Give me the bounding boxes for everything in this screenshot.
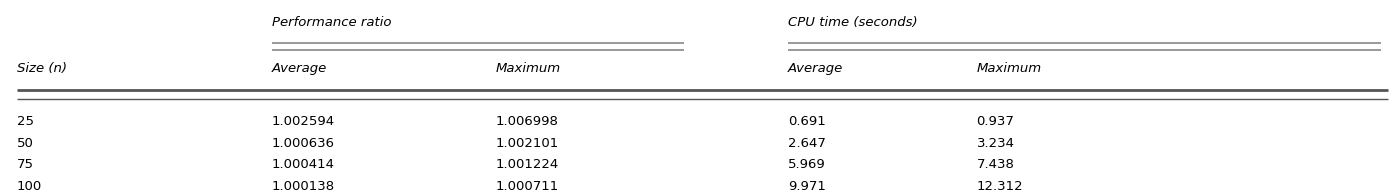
Text: 1.002594: 1.002594 — [272, 115, 335, 128]
Text: 75: 75 — [17, 158, 33, 171]
Text: 7.438: 7.438 — [976, 158, 1014, 171]
Text: 12.312: 12.312 — [976, 180, 1023, 192]
Text: 25: 25 — [17, 115, 33, 128]
Text: 0.691: 0.691 — [788, 115, 826, 128]
Text: 1.002101: 1.002101 — [495, 137, 558, 150]
Text: 50: 50 — [17, 137, 33, 150]
Text: 1.006998: 1.006998 — [495, 115, 558, 128]
Text: 1.001224: 1.001224 — [495, 158, 558, 171]
Text: 5.969: 5.969 — [788, 158, 826, 171]
Text: 0.937: 0.937 — [976, 115, 1014, 128]
Text: Maximum: Maximum — [495, 62, 561, 75]
Text: Maximum: Maximum — [976, 62, 1042, 75]
Text: 1.000138: 1.000138 — [272, 180, 335, 192]
Text: Size (n): Size (n) — [17, 62, 67, 75]
Text: Average: Average — [788, 62, 844, 75]
Text: 1.000414: 1.000414 — [272, 158, 335, 171]
Text: CPU time (seconds): CPU time (seconds) — [788, 16, 918, 29]
Text: 1.000636: 1.000636 — [272, 137, 335, 150]
Text: 2.647: 2.647 — [788, 137, 826, 150]
Text: Performance ratio: Performance ratio — [272, 16, 392, 29]
Text: 3.234: 3.234 — [976, 137, 1014, 150]
Text: 9.971: 9.971 — [788, 180, 826, 192]
Text: Average: Average — [272, 62, 328, 75]
Text: 100: 100 — [17, 180, 42, 192]
Text: 1.000711: 1.000711 — [495, 180, 558, 192]
